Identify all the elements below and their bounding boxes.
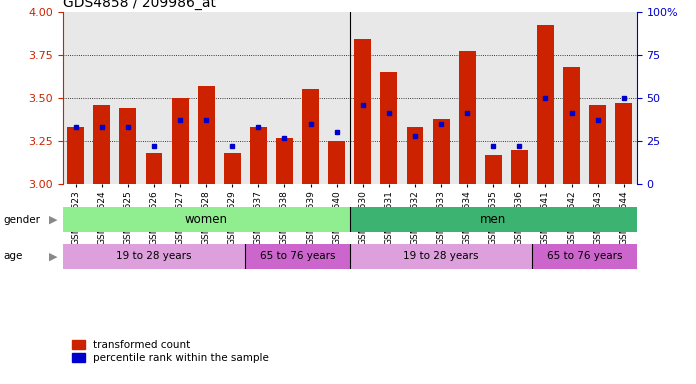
Text: ▶: ▶: [49, 251, 57, 262]
Text: 65 to 76 years: 65 to 76 years: [260, 251, 335, 262]
Bar: [511, 150, 528, 184]
Bar: [93, 105, 110, 184]
Bar: [615, 103, 632, 184]
Bar: [120, 108, 136, 184]
FancyBboxPatch shape: [532, 244, 637, 269]
Bar: [406, 127, 423, 184]
Bar: [381, 72, 397, 184]
Bar: [459, 51, 475, 184]
FancyBboxPatch shape: [63, 244, 246, 269]
Bar: [68, 127, 84, 184]
Bar: [198, 86, 214, 184]
Text: gender: gender: [3, 215, 40, 225]
FancyBboxPatch shape: [350, 207, 637, 232]
Bar: [563, 67, 580, 184]
Text: GDS4858 / 209986_at: GDS4858 / 209986_at: [63, 0, 216, 10]
Text: 19 to 28 years: 19 to 28 years: [404, 251, 479, 262]
Bar: [354, 39, 371, 184]
Bar: [302, 89, 319, 184]
Bar: [276, 138, 293, 184]
FancyBboxPatch shape: [246, 244, 350, 269]
Bar: [433, 119, 450, 184]
Bar: [590, 105, 606, 184]
Bar: [537, 25, 554, 184]
Bar: [329, 141, 345, 184]
Bar: [250, 127, 267, 184]
FancyBboxPatch shape: [63, 207, 350, 232]
Text: women: women: [184, 214, 228, 226]
Text: 19 to 28 years: 19 to 28 years: [116, 251, 191, 262]
Legend: transformed count, percentile rank within the sample: transformed count, percentile rank withi…: [68, 336, 273, 367]
Bar: [224, 153, 241, 184]
FancyBboxPatch shape: [350, 244, 532, 269]
Text: age: age: [3, 251, 23, 262]
Bar: [485, 155, 502, 184]
Text: men: men: [480, 214, 507, 226]
Text: 65 to 76 years: 65 to 76 years: [547, 251, 622, 262]
Bar: [145, 153, 162, 184]
Text: ▶: ▶: [49, 215, 57, 225]
Bar: [172, 98, 189, 184]
